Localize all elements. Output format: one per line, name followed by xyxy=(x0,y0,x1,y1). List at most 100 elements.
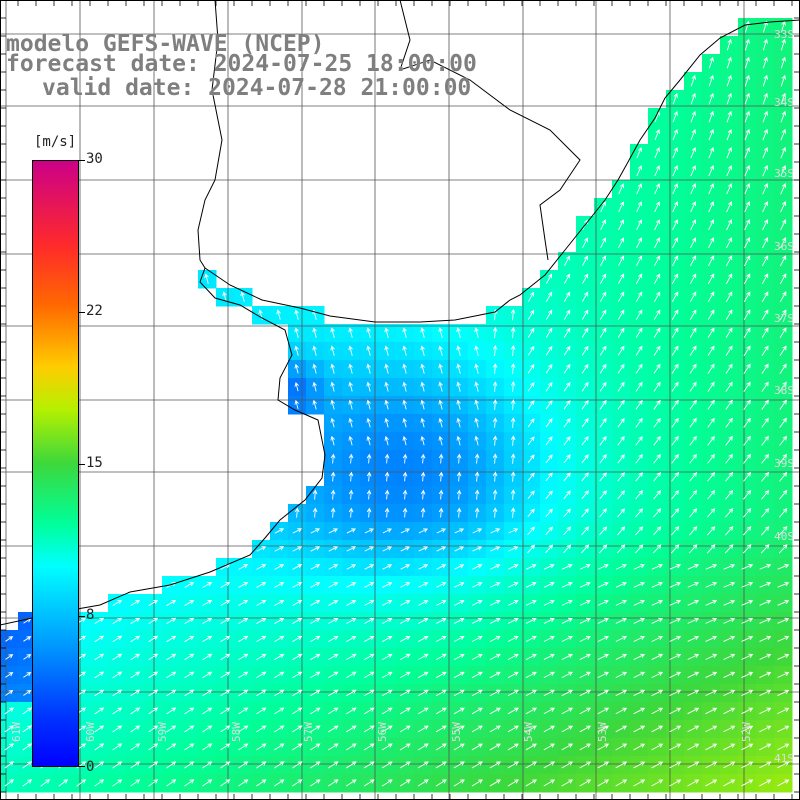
wind-arrow xyxy=(256,600,267,606)
wind-arrow xyxy=(5,689,14,696)
wind-arrow xyxy=(780,38,786,51)
wind-arrow xyxy=(94,779,105,787)
wind-arrow xyxy=(705,725,718,733)
wind-arrow xyxy=(474,399,479,410)
wind-arrow xyxy=(381,707,393,715)
wind-arrow xyxy=(599,544,608,554)
wind-arrow xyxy=(741,563,754,570)
wind-arrow xyxy=(148,743,159,751)
wind-arrow xyxy=(600,255,607,266)
wind-arrow xyxy=(579,743,592,751)
wind-arrow xyxy=(707,345,715,356)
wind-arrow xyxy=(507,743,519,751)
wind-arrow xyxy=(652,544,662,554)
wind-arrow xyxy=(382,618,393,624)
wind-arrow xyxy=(779,453,788,464)
lat-label: 41S xyxy=(774,752,794,765)
wind-arrow xyxy=(563,309,571,320)
wind-arrow xyxy=(651,743,664,751)
wind-arrow xyxy=(759,707,772,715)
wind-arrow xyxy=(561,761,574,769)
wind-arrow xyxy=(184,689,195,697)
wind-arrow xyxy=(472,564,483,570)
wind-arrow xyxy=(525,671,537,679)
wind-arrow xyxy=(777,635,790,642)
wind-arrow xyxy=(312,327,317,338)
wind-arrow xyxy=(346,600,357,606)
wind-arrow xyxy=(743,453,752,464)
wind-arrow xyxy=(274,528,285,534)
wind-arrow xyxy=(112,707,123,715)
wind-arrow xyxy=(597,564,609,570)
wind-arrow xyxy=(402,363,407,374)
wind-arrow xyxy=(525,689,537,697)
wind-arrow xyxy=(256,546,267,552)
wind-arrow xyxy=(741,671,754,678)
wind-arrow xyxy=(654,255,661,267)
wind-arrow xyxy=(671,417,679,428)
wind-arrow xyxy=(489,779,501,787)
wind-arrow xyxy=(723,581,736,588)
wind-arrow xyxy=(653,435,661,446)
wind-arrow xyxy=(310,528,321,534)
wind-arrow xyxy=(220,779,231,787)
wind-arrow xyxy=(292,653,303,661)
wind-arrow xyxy=(654,201,661,213)
wind-arrow xyxy=(384,435,389,446)
wind-arrow xyxy=(238,653,249,661)
wind-arrow xyxy=(420,435,425,446)
wind-arrow xyxy=(687,779,700,787)
wind-arrow xyxy=(724,526,734,536)
wind-arrow xyxy=(148,617,159,625)
wind-arrow xyxy=(130,599,141,606)
wind-arrow xyxy=(256,617,267,624)
wind-arrow xyxy=(634,544,644,554)
wind-arrow xyxy=(689,291,697,303)
wind-arrow xyxy=(690,165,697,177)
wind-arrow xyxy=(346,582,357,588)
wind-arrow xyxy=(238,564,249,570)
wind-arrow xyxy=(490,582,501,588)
wind-arrow xyxy=(330,345,335,356)
wind-arrow xyxy=(633,761,646,769)
wind-arrow xyxy=(384,345,389,356)
wind-arrow xyxy=(527,400,535,410)
wind-arrow xyxy=(256,653,267,661)
wind-arrow xyxy=(417,725,429,733)
wind-arrow xyxy=(563,454,571,464)
wind-arrow xyxy=(725,345,733,356)
wind-arrow xyxy=(438,435,443,446)
wind-arrow xyxy=(418,564,429,570)
wind-arrow xyxy=(707,417,715,428)
wind-arrow xyxy=(418,618,429,624)
wind-arrow xyxy=(707,309,715,321)
wind-arrow xyxy=(579,617,591,624)
wind-arrow xyxy=(618,219,625,231)
wind-arrow xyxy=(743,381,751,392)
wind-arrow xyxy=(741,707,754,715)
wind-arrow xyxy=(453,743,465,751)
colorbar-tick-15: 15 xyxy=(86,455,103,471)
wind-arrow xyxy=(238,635,249,643)
wind-arrow xyxy=(579,564,591,570)
wind-arrow xyxy=(761,291,769,303)
wind-arrow xyxy=(525,653,537,660)
wind-arrow xyxy=(723,635,736,642)
wind-arrow xyxy=(363,743,375,751)
wind-arrow xyxy=(222,291,227,302)
wind-arrow xyxy=(687,707,700,715)
wind-arrow xyxy=(779,309,787,321)
wind-arrow xyxy=(707,453,715,464)
wind-arrow xyxy=(417,761,429,769)
wind-arrow xyxy=(328,546,339,552)
wind-arrow xyxy=(654,183,661,195)
wind-arrow xyxy=(543,689,555,697)
wind-arrow xyxy=(615,599,627,606)
wind-arrow xyxy=(202,653,213,661)
wind-arrow xyxy=(633,689,646,697)
wind-arrow xyxy=(527,526,535,536)
wind-arrow xyxy=(309,779,321,787)
wind-arrow xyxy=(579,725,592,733)
